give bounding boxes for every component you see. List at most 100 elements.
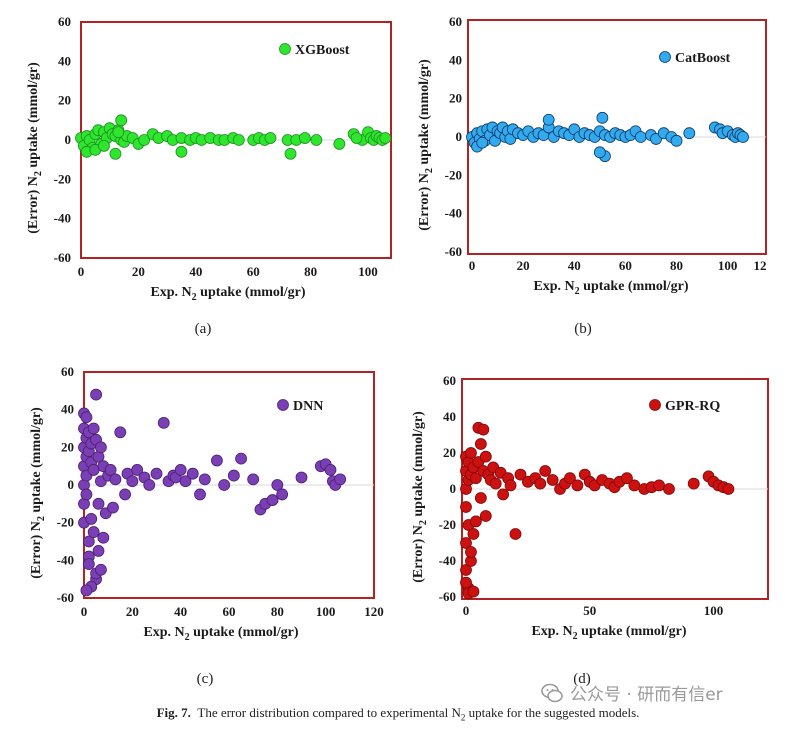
data-point bbox=[542, 113, 555, 126]
watermark-text: 公众号 · 研而有信er bbox=[570, 685, 723, 705]
scatter-points bbox=[460, 421, 735, 600]
x-tick-label: 40 bbox=[174, 604, 187, 619]
x-tick-label: 60 bbox=[223, 604, 236, 619]
wechat-icon bbox=[541, 683, 563, 702]
data-point bbox=[509, 528, 522, 540]
x-tick-label: 12 bbox=[754, 258, 767, 273]
data-point bbox=[109, 147, 122, 160]
data-point bbox=[476, 136, 489, 149]
data-point bbox=[310, 134, 323, 146]
data-point bbox=[479, 510, 492, 522]
data-point bbox=[663, 483, 675, 495]
data-point bbox=[115, 114, 128, 127]
data-point bbox=[247, 473, 260, 486]
data-point bbox=[621, 472, 633, 485]
data-point bbox=[722, 483, 735, 495]
y-tick-label: 20 bbox=[58, 93, 71, 108]
x-tick-label: 20 bbox=[132, 264, 145, 279]
legend-marker bbox=[649, 399, 661, 411]
x-tick-label: 120 bbox=[364, 604, 384, 619]
y-tick-label: -60 bbox=[54, 250, 71, 265]
data-point bbox=[465, 546, 477, 558]
data-point bbox=[379, 132, 392, 144]
y-tick-label: 40 bbox=[443, 409, 456, 424]
chart-panel-4: -60 -40 -20 0 20 40 60 0 50 100 Exp. N2 uptake (mm… bbox=[411, 373, 769, 687]
x-tick-label: 60 bbox=[619, 258, 632, 273]
x-tick-label: 40 bbox=[189, 264, 202, 279]
y-tick-label: 20 bbox=[61, 439, 74, 454]
y-axis-title: (Error) N2 uptake (mmol/gr) bbox=[29, 407, 47, 579]
data-point bbox=[97, 531, 110, 544]
data-point bbox=[467, 585, 480, 598]
data-point bbox=[114, 426, 127, 439]
y-tick-label: 40 bbox=[61, 402, 74, 417]
data-point bbox=[465, 447, 477, 459]
x-tick-label: 20 bbox=[126, 604, 139, 619]
legend-label: DNN bbox=[293, 399, 323, 414]
data-point bbox=[571, 479, 584, 492]
data-point bbox=[470, 515, 482, 528]
legend-label: GPR-RQ bbox=[665, 399, 720, 414]
chart-panel-1: -60 -40 -20 0 20 40 60 0 20 40 60 80 100 Exp. N2 upta… bbox=[26, 14, 392, 337]
data-point bbox=[80, 411, 93, 424]
data-point bbox=[564, 472, 576, 485]
y-tick-label: -20 bbox=[445, 167, 462, 182]
data-point bbox=[218, 479, 231, 491]
legend-label: XGBoost bbox=[295, 43, 350, 58]
y-tick-label: -20 bbox=[439, 517, 456, 532]
x-tick-label: 0 bbox=[469, 258, 476, 273]
caption-text-a: The error distribution compared to exper… bbox=[197, 705, 461, 720]
x-tick-label: 0 bbox=[78, 264, 85, 279]
data-point bbox=[504, 479, 517, 492]
y-tick-label: 0 bbox=[456, 129, 463, 144]
data-point bbox=[334, 473, 347, 486]
y-tick-label: -20 bbox=[57, 515, 74, 530]
y-tick-label: -60 bbox=[445, 244, 462, 259]
panel-label: (d) bbox=[573, 671, 591, 687]
data-point bbox=[467, 528, 480, 540]
y-tick-label: -60 bbox=[439, 589, 456, 604]
panel-label: (b) bbox=[574, 321, 592, 337]
y-tick-label: 20 bbox=[449, 91, 462, 106]
x-tick-label: 100 bbox=[718, 258, 738, 273]
x-tick-label: 0 bbox=[463, 603, 470, 618]
data-point bbox=[470, 472, 482, 485]
data-point bbox=[232, 134, 245, 146]
data-point bbox=[460, 501, 472, 513]
data-point bbox=[80, 488, 93, 501]
x-axis-title: Exp. N2 uptake (mmol/gr) bbox=[531, 624, 686, 642]
data-point bbox=[198, 473, 211, 486]
y-axis-title: (Error) N2 uptake (mmol/gr) bbox=[26, 62, 44, 234]
data-point bbox=[284, 147, 297, 160]
y-tick-label: 60 bbox=[61, 364, 74, 379]
legend-marker bbox=[279, 43, 291, 55]
data-point bbox=[670, 134, 683, 147]
data-point bbox=[90, 388, 102, 401]
data-point bbox=[109, 473, 122, 486]
x-axis-title: Exp. N2 uptake (mmol/gr) bbox=[143, 625, 298, 643]
y-tick-label: 60 bbox=[449, 14, 462, 29]
y-tick-label: 60 bbox=[443, 373, 456, 388]
data-point bbox=[497, 488, 510, 501]
watermark: 公众号 · 研而有信er bbox=[540, 680, 723, 705]
data-point bbox=[295, 471, 308, 484]
data-point bbox=[737, 131, 749, 143]
data-point bbox=[514, 468, 527, 481]
data-point bbox=[95, 563, 107, 576]
data-point bbox=[653, 479, 665, 492]
legend-marker bbox=[277, 399, 289, 411]
x-tick-label: 80 bbox=[670, 258, 683, 273]
data-point bbox=[150, 467, 163, 480]
data-point bbox=[85, 513, 98, 525]
y-tick-label: -40 bbox=[54, 211, 71, 226]
data-point bbox=[175, 145, 188, 158]
data-point bbox=[119, 488, 131, 501]
data-point bbox=[634, 131, 647, 143]
data-point bbox=[324, 464, 337, 476]
data-point bbox=[235, 452, 247, 465]
data-point bbox=[82, 535, 95, 548]
data-point bbox=[460, 576, 472, 589]
data-point bbox=[266, 494, 279, 506]
x-tick-label: 50 bbox=[583, 603, 596, 618]
data-point bbox=[350, 132, 363, 144]
